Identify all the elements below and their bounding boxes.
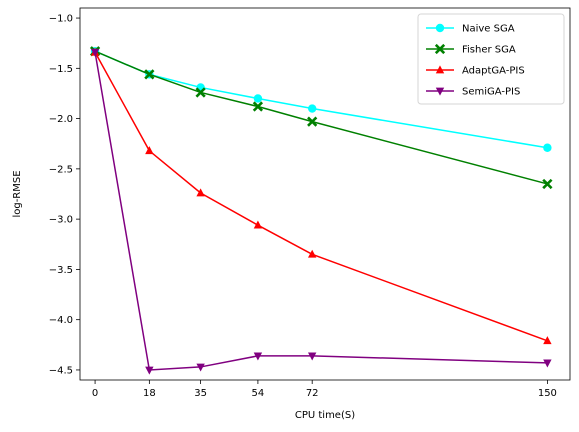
data-point bbox=[145, 366, 154, 375]
y-tick-label: −2.0 bbox=[49, 114, 73, 125]
x-marker-stroke bbox=[195, 87, 206, 98]
data-point bbox=[307, 352, 317, 361]
data-point bbox=[196, 188, 205, 197]
x-marker-stroke bbox=[252, 101, 264, 112]
y-tick-label: −4.0 bbox=[49, 315, 73, 326]
y-tick-label: −1.5 bbox=[49, 64, 73, 75]
x-axis-label: CPU time(S) bbox=[295, 410, 355, 421]
data-point bbox=[253, 352, 263, 361]
y-axis-label: log-RMSE bbox=[12, 170, 23, 217]
y-tick-label: −1.0 bbox=[49, 14, 73, 25]
y-tick-label: −3.0 bbox=[49, 215, 73, 226]
legend-label: Fisher SGA bbox=[462, 45, 516, 56]
x-marker-stroke bbox=[434, 43, 446, 55]
series-line bbox=[94, 50, 548, 185]
legend-label: SemiGA-PIS bbox=[462, 87, 520, 98]
plot-frame bbox=[79, 7, 571, 381]
legend: Naive SGA Fisher SGA AdaptGA-PIS SemiGA-PIS bbox=[417, 13, 565, 105]
x-marker-stroke bbox=[542, 178, 553, 190]
legend-label: AdaptGA-PIS bbox=[462, 66, 525, 77]
series-line bbox=[94, 52, 548, 371]
x-tick-label: 18 bbox=[143, 388, 156, 399]
data-point bbox=[253, 220, 263, 229]
legend-marker bbox=[434, 43, 446, 55]
series-lines bbox=[89, 46, 553, 375]
data-point bbox=[542, 178, 553, 190]
y-tick-label: −3.5 bbox=[49, 265, 73, 276]
legend-marker bbox=[435, 87, 445, 96]
x-tick-label: 54 bbox=[252, 388, 265, 399]
x-marker-stroke bbox=[307, 116, 318, 127]
data-point bbox=[307, 104, 317, 113]
x-tick-label: 0 bbox=[92, 388, 98, 399]
data-point bbox=[307, 116, 318, 127]
data-point bbox=[307, 249, 317, 258]
data-point bbox=[196, 363, 205, 372]
data-point bbox=[543, 336, 552, 345]
y-tick-label: −2.5 bbox=[49, 164, 73, 175]
data-point bbox=[195, 87, 206, 98]
x-tick-label: 35 bbox=[194, 388, 207, 399]
data-point bbox=[543, 359, 552, 368]
data-point bbox=[253, 94, 263, 103]
legend-box bbox=[417, 13, 565, 105]
legend-marker bbox=[435, 23, 445, 33]
legend-marker bbox=[435, 65, 445, 74]
legend-label: Naive SGA bbox=[462, 24, 515, 35]
x-tick-label: 72 bbox=[306, 388, 319, 399]
data-point bbox=[252, 101, 264, 112]
series-line bbox=[94, 51, 548, 342]
data-point bbox=[90, 48, 100, 57]
data-point bbox=[145, 146, 154, 155]
x-marker-stroke bbox=[144, 69, 155, 80]
y-tick-label: −4.5 bbox=[49, 365, 73, 376]
data-point bbox=[543, 143, 552, 152]
data-point bbox=[144, 69, 155, 80]
x-tick-label: 150 bbox=[538, 388, 557, 399]
axis-ticks: 0 18 35 54 72 150 −4.5 −4.0 −3.5 −3.0 −2.5 −2.0 −1.5… bbox=[49, 14, 557, 399]
